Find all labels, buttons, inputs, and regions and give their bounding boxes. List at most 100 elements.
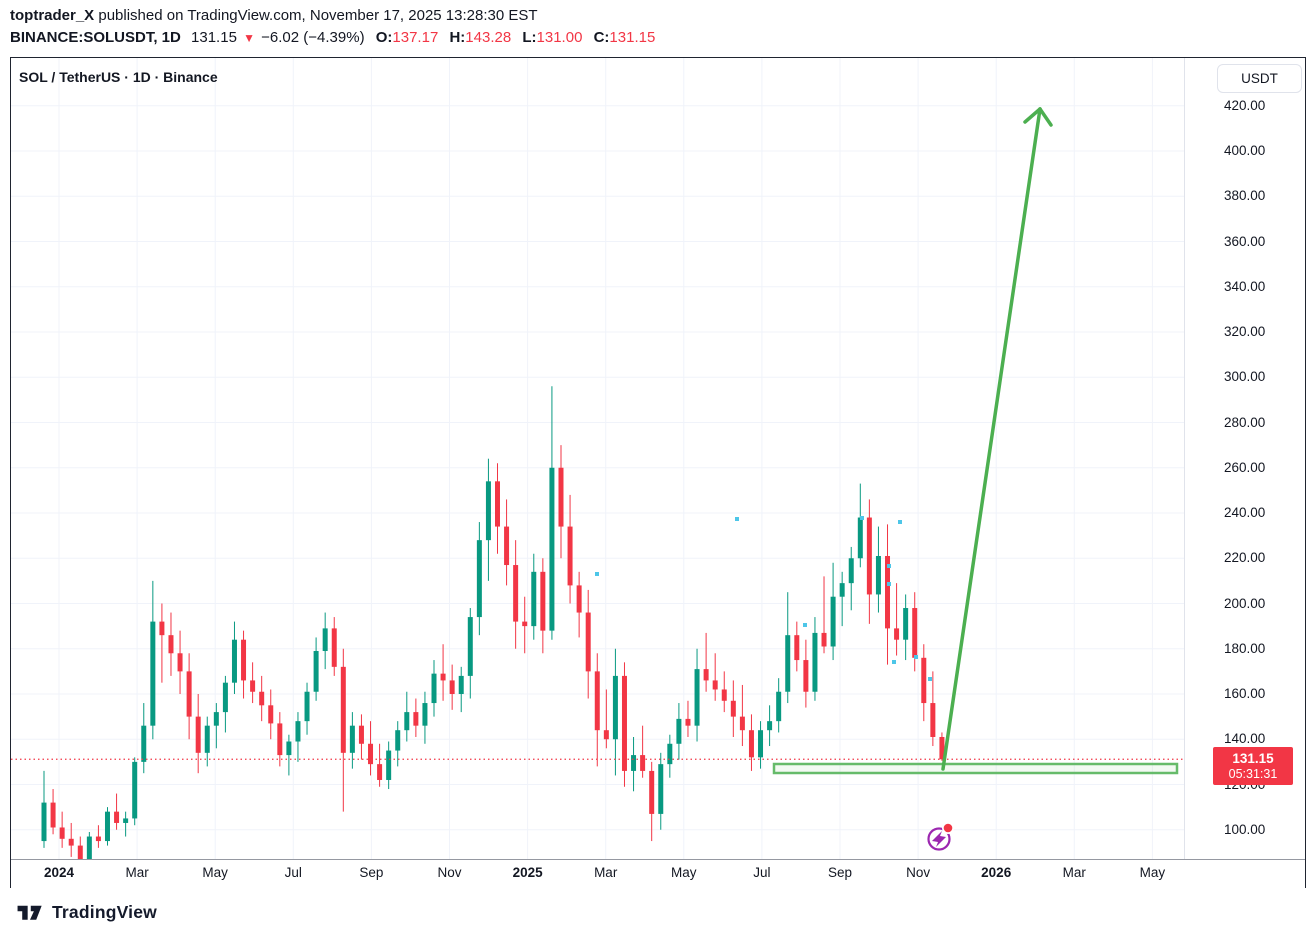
candle-body — [132, 761, 138, 819]
cyan-marker-dot — [928, 677, 932, 681]
candle-body — [621, 675, 627, 771]
watermark-text: TradingView — [52, 901, 157, 922]
time-axis-year-label: 2024 — [43, 865, 75, 880]
candle-body — [86, 836, 92, 866]
candle-body — [513, 565, 519, 622]
candle-body — [721, 689, 727, 701]
time-axis-month-label: Jul — [284, 865, 302, 880]
time-axis-month-label: Mar — [1062, 865, 1086, 880]
candle-body — [875, 555, 881, 595]
candle-body — [322, 628, 328, 652]
candle-body — [558, 467, 564, 527]
time-axis-month-label: Nov — [906, 865, 931, 880]
price-axis-label: 160.00 — [1224, 686, 1266, 701]
candle-body — [476, 540, 482, 618]
cyan-marker-dot — [887, 564, 891, 568]
chart-frame: SOL / TetherUS · 1D · Binance 131.15 05:… — [10, 57, 1306, 888]
candle-body — [821, 632, 827, 647]
candle-body — [368, 743, 374, 765]
candlestick-chart[interactable] — [11, 58, 1184, 878]
plot-area[interactable] — [11, 58, 1184, 878]
price-axis-label: 240.00 — [1224, 505, 1266, 520]
price-axis-label: 340.00 — [1224, 278, 1266, 294]
candle-body — [395, 730, 401, 751]
publish-text: published on TradingView.com, November 1… — [94, 7, 538, 24]
price-axis-label: 280.00 — [1224, 414, 1266, 430]
candle-body — [467, 617, 473, 676]
candle-body — [231, 639, 237, 683]
support-box-drawing[interactable] — [772, 762, 1179, 775]
candle-body — [358, 725, 364, 744]
candle-body — [213, 712, 219, 726]
projection-arrow-shaft[interactable] — [941, 107, 1042, 771]
candle-body — [857, 517, 863, 559]
candle-body — [667, 743, 673, 765]
price-axis-label: 300.00 — [1224, 369, 1266, 385]
candle-body — [50, 802, 56, 828]
candle-body — [440, 673, 446, 681]
arrowhead-left — [1023, 107, 1042, 124]
price-axis-label: 220.00 — [1224, 550, 1266, 566]
candle-body — [177, 653, 183, 672]
time-axis-year-label: 2025 — [512, 865, 543, 880]
symbol-info-line: BINANCE:SOLUSDT, 1D 131.15 ▼ −6.02 (−4.3… — [10, 28, 1300, 48]
cyan-marker-dot — [914, 655, 918, 659]
candle-body — [241, 639, 247, 681]
tradingview-logo-icon — [17, 905, 42, 920]
candle-body — [676, 718, 682, 744]
time-axis-month-label: Jul — [753, 865, 771, 880]
candle-body — [159, 621, 165, 636]
candle-body — [885, 555, 891, 629]
price-axis[interactable]: 131.15 05:31:31 420.00 400.00 380.00 360.00… — [1184, 58, 1305, 859]
candle-body — [485, 481, 491, 541]
candle-body — [150, 621, 156, 726]
currency-toggle-button[interactable]: USDT — [1217, 64, 1302, 93]
candle-body — [404, 712, 410, 731]
price-axis-label: 100.00 — [1224, 821, 1266, 837]
price-axis-label: 320.00 — [1224, 324, 1266, 339]
time-axis-month-label: May — [671, 865, 697, 880]
publish-line: toptrader_X published on TradingView.com… — [10, 6, 1300, 26]
last-price: 131.15 — [191, 29, 237, 46]
down-triangle-icon: ▼ — [243, 31, 255, 45]
candle-body — [612, 675, 618, 740]
candle-body — [268, 705, 274, 724]
candle-body — [594, 671, 600, 731]
candle-body — [295, 721, 301, 742]
high-value: 143.28 — [465, 29, 512, 46]
candle-body — [685, 718, 691, 726]
close-label: C: — [593, 29, 610, 46]
candle-body — [59, 827, 65, 839]
candle-body — [576, 585, 582, 613]
notification-dot — [943, 823, 953, 833]
open-value: 137.17 — [392, 29, 439, 46]
flash-event-icon[interactable] — [927, 827, 951, 851]
high-label: H: — [449, 29, 466, 46]
cyan-marker-dot — [803, 623, 807, 627]
time-axis[interactable]: 2024 Mar May Jul Sep Nov 2025 Mar May Jul Sep Nov 20… — [11, 859, 1305, 888]
candle-body — [603, 730, 609, 740]
author-name: toptrader_X — [10, 7, 95, 24]
price-axis-label: 380.00 — [1224, 188, 1266, 204]
candle-body — [259, 691, 265, 706]
candle-body — [422, 703, 428, 726]
price-axis-label: 420.00 — [1224, 97, 1266, 113]
candle-body — [340, 666, 346, 753]
candle-body — [95, 836, 101, 842]
candle-body — [277, 723, 283, 756]
time-axis-year-label: 2026 — [981, 865, 1012, 880]
candle-body — [250, 680, 256, 692]
candle-body — [812, 632, 818, 692]
tradingview-watermark[interactable]: TradingView — [16, 900, 157, 924]
candle-body — [848, 558, 854, 584]
time-axis-month-label: May — [1139, 865, 1166, 880]
candle-body — [921, 657, 927, 704]
candle-body — [549, 467, 555, 631]
candle-body — [739, 716, 745, 731]
candle-body — [658, 764, 664, 814]
arrowhead-right — [1038, 107, 1053, 127]
cyan-marker-dot — [892, 660, 896, 664]
cyan-marker-dot — [860, 516, 864, 520]
candle-body — [785, 635, 791, 692]
candle-body — [712, 680, 718, 690]
